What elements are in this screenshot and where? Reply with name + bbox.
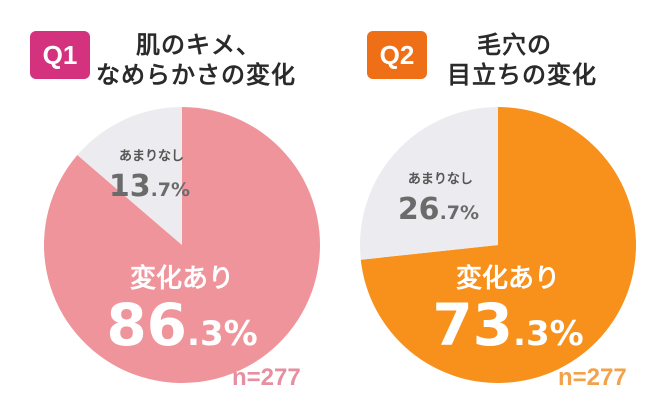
question-badge: Q1 <box>30 31 90 79</box>
slice-label-no-change: あまりなし <box>408 172 473 187</box>
chart-title: 毛穴の 目立ちの変化 <box>447 30 597 90</box>
chart-title-line-2: 目立ちの変化 <box>447 61 597 89</box>
question-badge: Q2 <box>367 31 427 79</box>
pie-slice-no-change <box>77 107 182 245</box>
slice-value-no-change: 26.7% <box>398 192 479 227</box>
slice-label-no-change: あまりなし <box>119 149 184 164</box>
chart-title: 肌のキメ、 なめらかさの変化 <box>96 30 296 90</box>
sample-size-label: n=277 <box>232 364 301 391</box>
slice-label-change: 変化あり <box>130 263 234 294</box>
chart-title-line-2: なめらかさの変化 <box>96 61 296 89</box>
slice-label-change: 変化あり <box>456 263 560 294</box>
chart-panel-q2: Q2 毛穴の 目立ちの変化 あまりなし 26.7% 変化あり 73.3% n=277 <box>325 0 650 416</box>
pie-slice-no-change <box>360 107 498 260</box>
chart-panel-q1: Q1 肌のキメ、 なめらかさの変化 あまりなし 13.7% 変化あり 86.3% n=… <box>30 30 321 391</box>
slice-value-change: 86.3% <box>106 291 257 359</box>
slice-value-no-change: 13.7% <box>109 169 190 204</box>
sample-size-label: n=277 <box>558 364 627 391</box>
chart-title-line-1: 毛穴の <box>477 31 552 59</box>
chart-title-line-1: 肌のキメ、 <box>136 31 261 59</box>
slice-value-change: 73.3% <box>432 291 583 359</box>
pie-slice-change <box>360 107 636 383</box>
